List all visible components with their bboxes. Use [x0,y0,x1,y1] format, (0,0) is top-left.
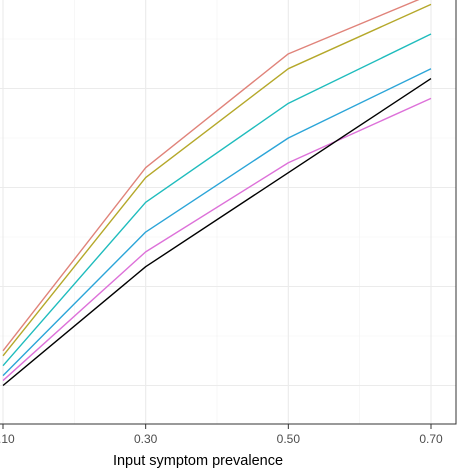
series-line-1 [2,0,420,352]
series-line-6 [2,78,432,387]
series-line-2 [2,3,432,357]
minor-gridlines [0,0,456,424]
series-line-5 [2,97,432,382]
x-axis-title: Input symptom prevalence [113,453,283,469]
x-tick-label: 0.50 [277,432,301,446]
x-axis-ticks [2,424,432,429]
x-tick-label: 0.10 [0,432,15,446]
x-tick-label: 0.30 [134,432,158,446]
x-axis-tick-labels: 0.10 0.30 0.50 0.70 [0,432,443,446]
plot-panel-border [0,0,457,425]
series-line-3 [2,33,432,367]
series-line-4 [2,68,432,377]
series-lines [2,0,432,387]
x-tick-label: 0.70 [419,432,443,446]
